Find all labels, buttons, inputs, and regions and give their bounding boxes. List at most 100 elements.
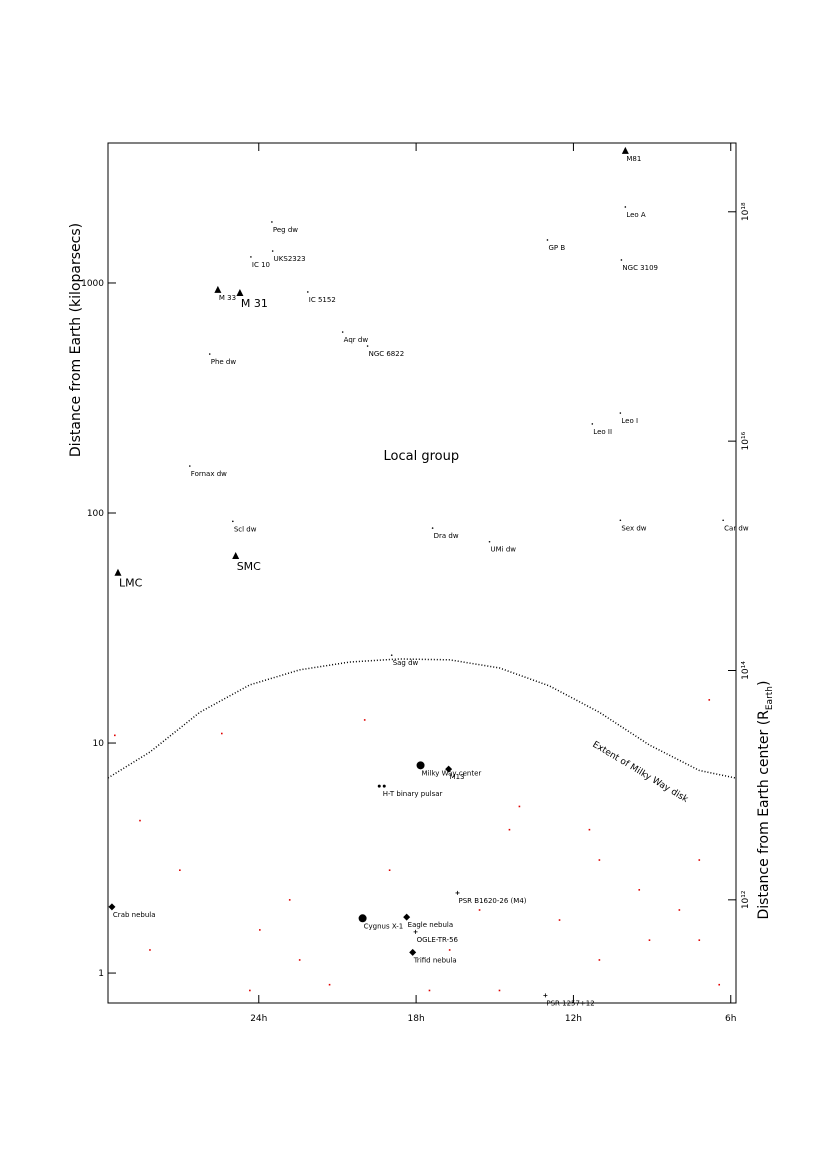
point-label: M 33 <box>219 294 236 302</box>
dot-marker <box>431 527 434 529</box>
point-label: LMC <box>119 577 143 590</box>
point-label: Sag dw <box>393 659 419 667</box>
background-star <box>518 805 521 808</box>
background-star <box>328 983 331 986</box>
point-label: Phe dw <box>211 358 237 366</box>
point-label: M81 <box>626 155 641 163</box>
dot-marker <box>488 540 491 543</box>
dot-marker <box>620 259 623 261</box>
background-star <box>221 732 223 735</box>
point-label: PSR B1620-26 (M4) <box>459 897 527 905</box>
y-tick-label: 1000 <box>81 279 104 289</box>
y2-label-sub: Earth <box>765 686 775 710</box>
point-label: M 31 <box>241 297 268 310</box>
point-label: H-T binary pulsar <box>383 790 443 798</box>
point-label: Trifid nebula <box>413 956 457 964</box>
point-label: Cygnus X-1 <box>364 922 404 930</box>
point-label: IC 10 <box>252 261 270 269</box>
plot-frame <box>107 142 737 1004</box>
circle-marker <box>358 914 367 923</box>
dot-marker <box>250 256 252 258</box>
point-label: GP B <box>548 244 565 252</box>
background-star <box>708 699 711 701</box>
point-label: Scl dw <box>234 525 257 533</box>
dot-marker <box>189 465 191 467</box>
background-star <box>588 828 591 831</box>
diamond-marker <box>409 948 417 956</box>
background-star <box>363 719 366 721</box>
dot-marker <box>341 331 344 333</box>
y-axis-label: Distance from Earth (kiloparsecs) <box>68 223 84 457</box>
dot-marker <box>619 412 622 414</box>
background-star <box>648 939 651 941</box>
y2-tick-label: 10¹⁴ <box>741 661 751 680</box>
dot-marker <box>208 353 211 355</box>
dot-marker <box>546 239 549 241</box>
background-star <box>249 989 251 992</box>
background-star <box>508 828 511 831</box>
triangle-marker <box>214 285 222 293</box>
background-star <box>678 909 681 911</box>
point-label: Peg dw <box>273 226 298 234</box>
triangle-marker <box>114 568 122 576</box>
point-label: Fornax dw <box>191 470 227 478</box>
plus-marker <box>455 890 460 895</box>
point-label: UMi dw <box>491 546 517 554</box>
background-star <box>638 889 641 891</box>
diamond-marker <box>108 903 116 911</box>
point-label: Leo A <box>626 211 646 219</box>
annotation: Local group <box>384 449 460 464</box>
y-tick-label: 1 <box>98 969 104 979</box>
background-star <box>498 989 501 992</box>
background-star <box>698 939 701 941</box>
dot-marker <box>232 520 234 523</box>
y2-tick-label: 10¹⁶ <box>741 431 751 450</box>
dot-marker <box>271 221 273 223</box>
point-label: PSR 1257+12 <box>546 999 594 1007</box>
y2-tick-label: 10¹² <box>741 890 751 909</box>
point-label: Dra dw <box>434 532 459 540</box>
y2-label-end: ) <box>756 681 772 686</box>
plus-marker <box>543 993 548 998</box>
dot-marker <box>591 423 594 425</box>
y-tick-label: 100 <box>87 509 104 519</box>
point-label: Leo II <box>593 428 612 436</box>
background-star <box>598 959 601 961</box>
point-label: Aqr dw <box>344 336 369 344</box>
circle-marker <box>416 761 425 770</box>
background-star <box>428 989 431 992</box>
point-label: OGLE-TR-56 <box>417 936 459 944</box>
point-label: Milky Way center <box>422 769 482 777</box>
point-label: UKS2323 <box>274 255 306 263</box>
point-label: NGC 6822 <box>369 350 405 358</box>
disk-extent-curve <box>107 658 736 779</box>
dot-marker <box>722 519 724 522</box>
x-tick-label: 24h <box>250 1014 267 1024</box>
background-star <box>149 949 151 951</box>
point-label: IC 5152 <box>309 296 336 304</box>
dot-marker <box>624 206 627 208</box>
background-star <box>298 959 301 961</box>
point-label: Crab nebula <box>113 911 156 919</box>
point-label: Leo I <box>621 417 638 425</box>
y2-label-text: Distance from Earth center (R <box>756 710 772 920</box>
triangle-marker <box>621 146 629 154</box>
point-label: SMC <box>237 560 261 573</box>
dot-marker <box>619 519 622 522</box>
background-star <box>698 859 701 861</box>
background-star <box>558 919 561 921</box>
point-label: Car dw <box>724 524 749 532</box>
pair-marker <box>377 784 386 788</box>
diamond-marker <box>403 913 411 921</box>
dot-marker <box>390 654 393 656</box>
y2-tick-label: 10¹⁸ <box>741 202 751 221</box>
background-star <box>448 949 451 951</box>
background-star <box>388 869 391 871</box>
point-label: Eagle nebula <box>408 921 454 929</box>
x-tick-label: 18h <box>408 1014 425 1024</box>
dot-marker <box>271 250 274 252</box>
dot-marker <box>307 291 309 293</box>
y2-axis-label: Distance from Earth center (REarth) <box>756 681 775 920</box>
triangle-marker <box>236 288 244 296</box>
